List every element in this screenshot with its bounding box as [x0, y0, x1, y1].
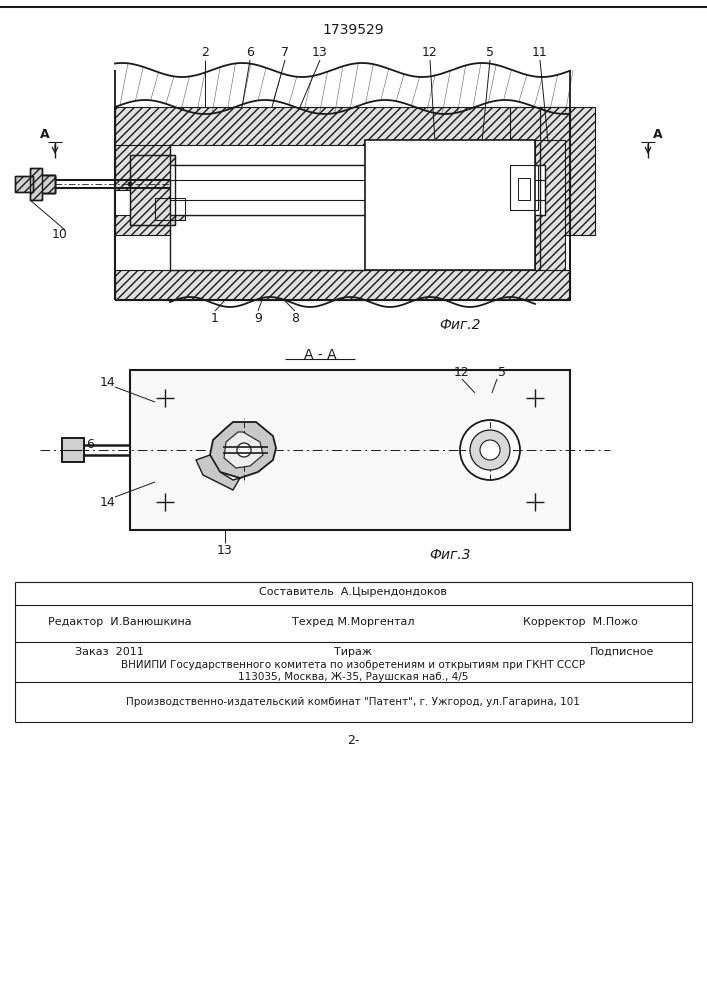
Bar [535, 140, 565, 270]
Text: Корректор  М.Пожо: Корректор М.Пожо [522, 617, 638, 627]
Text: 12: 12 [422, 46, 438, 60]
Bar [62, 438, 84, 462]
Circle shape [237, 443, 251, 457]
Bar [510, 107, 540, 170]
Text: ВНИИПИ Государственного комитета по изобретениям и открытиям при ГКНТ СССР: ВНИИПИ Государственного комитета по изоб… [121, 660, 585, 670]
Text: 2: 2 [201, 46, 209, 60]
Text: 14: 14 [100, 375, 116, 388]
Text: Подписное: Подписное [590, 647, 655, 657]
Text: Фиг.2: Фиг.2 [439, 318, 481, 332]
Bar [170, 180, 545, 200]
Text: 1: 1 [211, 312, 219, 324]
Bar [130, 370, 570, 530]
Polygon shape [42, 175, 55, 193]
Text: 14: 14 [100, 495, 116, 508]
Text: 5: 5 [486, 46, 494, 60]
Polygon shape [224, 432, 263, 468]
Text: 1739529: 1739529 [322, 23, 384, 37]
Bar [510, 165, 538, 210]
Text: Заказ  2011: Заказ 2011 [75, 647, 144, 657]
Text: Производственно-издательский комбинат "Патент", г. Ужгород, ул.Гагарина, 101: Производственно-издательский комбинат "П… [126, 697, 580, 707]
Text: 12: 12 [454, 365, 470, 378]
Text: 6: 6 [86, 438, 94, 452]
Circle shape [460, 420, 520, 480]
Text: А: А [653, 127, 663, 140]
Polygon shape [30, 168, 55, 200]
Text: А: А [40, 127, 49, 140]
Text: 2-: 2- [347, 734, 359, 746]
Polygon shape [210, 422, 276, 478]
Text: А - А: А - А [304, 348, 337, 362]
Text: 13: 13 [312, 46, 328, 60]
Text: 113035, Москва, Ж-35, Раушская наб., 4/5: 113035, Москва, Ж-35, Раушская наб., 4/5 [238, 672, 468, 682]
Bar [155, 198, 185, 220]
Bar [130, 155, 175, 225]
Text: Техред М.Моргентал: Техред М.Моргентал [292, 617, 414, 627]
Circle shape [127, 182, 132, 186]
Bar [130, 155, 175, 225]
Bar [170, 165, 545, 190]
Bar [62, 438, 84, 462]
Bar [155, 198, 185, 220]
Bar [365, 140, 535, 270]
Bar [518, 178, 530, 200]
Bar [15, 176, 33, 192]
Bar [510, 165, 538, 210]
Bar [15, 176, 33, 192]
Circle shape [470, 430, 510, 470]
Text: 8: 8 [291, 312, 299, 324]
Bar [115, 125, 170, 190]
Bar [540, 107, 595, 235]
Text: 11: 11 [532, 46, 548, 60]
Text: 9: 9 [254, 312, 262, 324]
Text: Тираж: Тираж [334, 647, 372, 657]
Text: Фиг.3: Фиг.3 [429, 548, 471, 562]
Bar [170, 180, 545, 200]
Bar [170, 203, 545, 215]
Text: 5: 5 [498, 365, 506, 378]
Text: Редактор  И.Ванюшкина: Редактор И.Ванюшкина [48, 617, 192, 627]
Bar [115, 215, 170, 235]
Bar [115, 270, 570, 300]
Text: 7: 7 [281, 46, 289, 60]
Bar [115, 107, 570, 145]
Bar [42, 175, 55, 193]
Bar [170, 165, 545, 215]
Text: Составитель  А.Цырендондоков: Составитель А.Цырендондоков [259, 587, 447, 597]
Circle shape [480, 440, 500, 460]
Text: 10: 10 [52, 229, 68, 241]
Text: 13: 13 [217, 544, 233, 556]
Text: 6: 6 [246, 46, 254, 60]
Polygon shape [196, 455, 240, 490]
